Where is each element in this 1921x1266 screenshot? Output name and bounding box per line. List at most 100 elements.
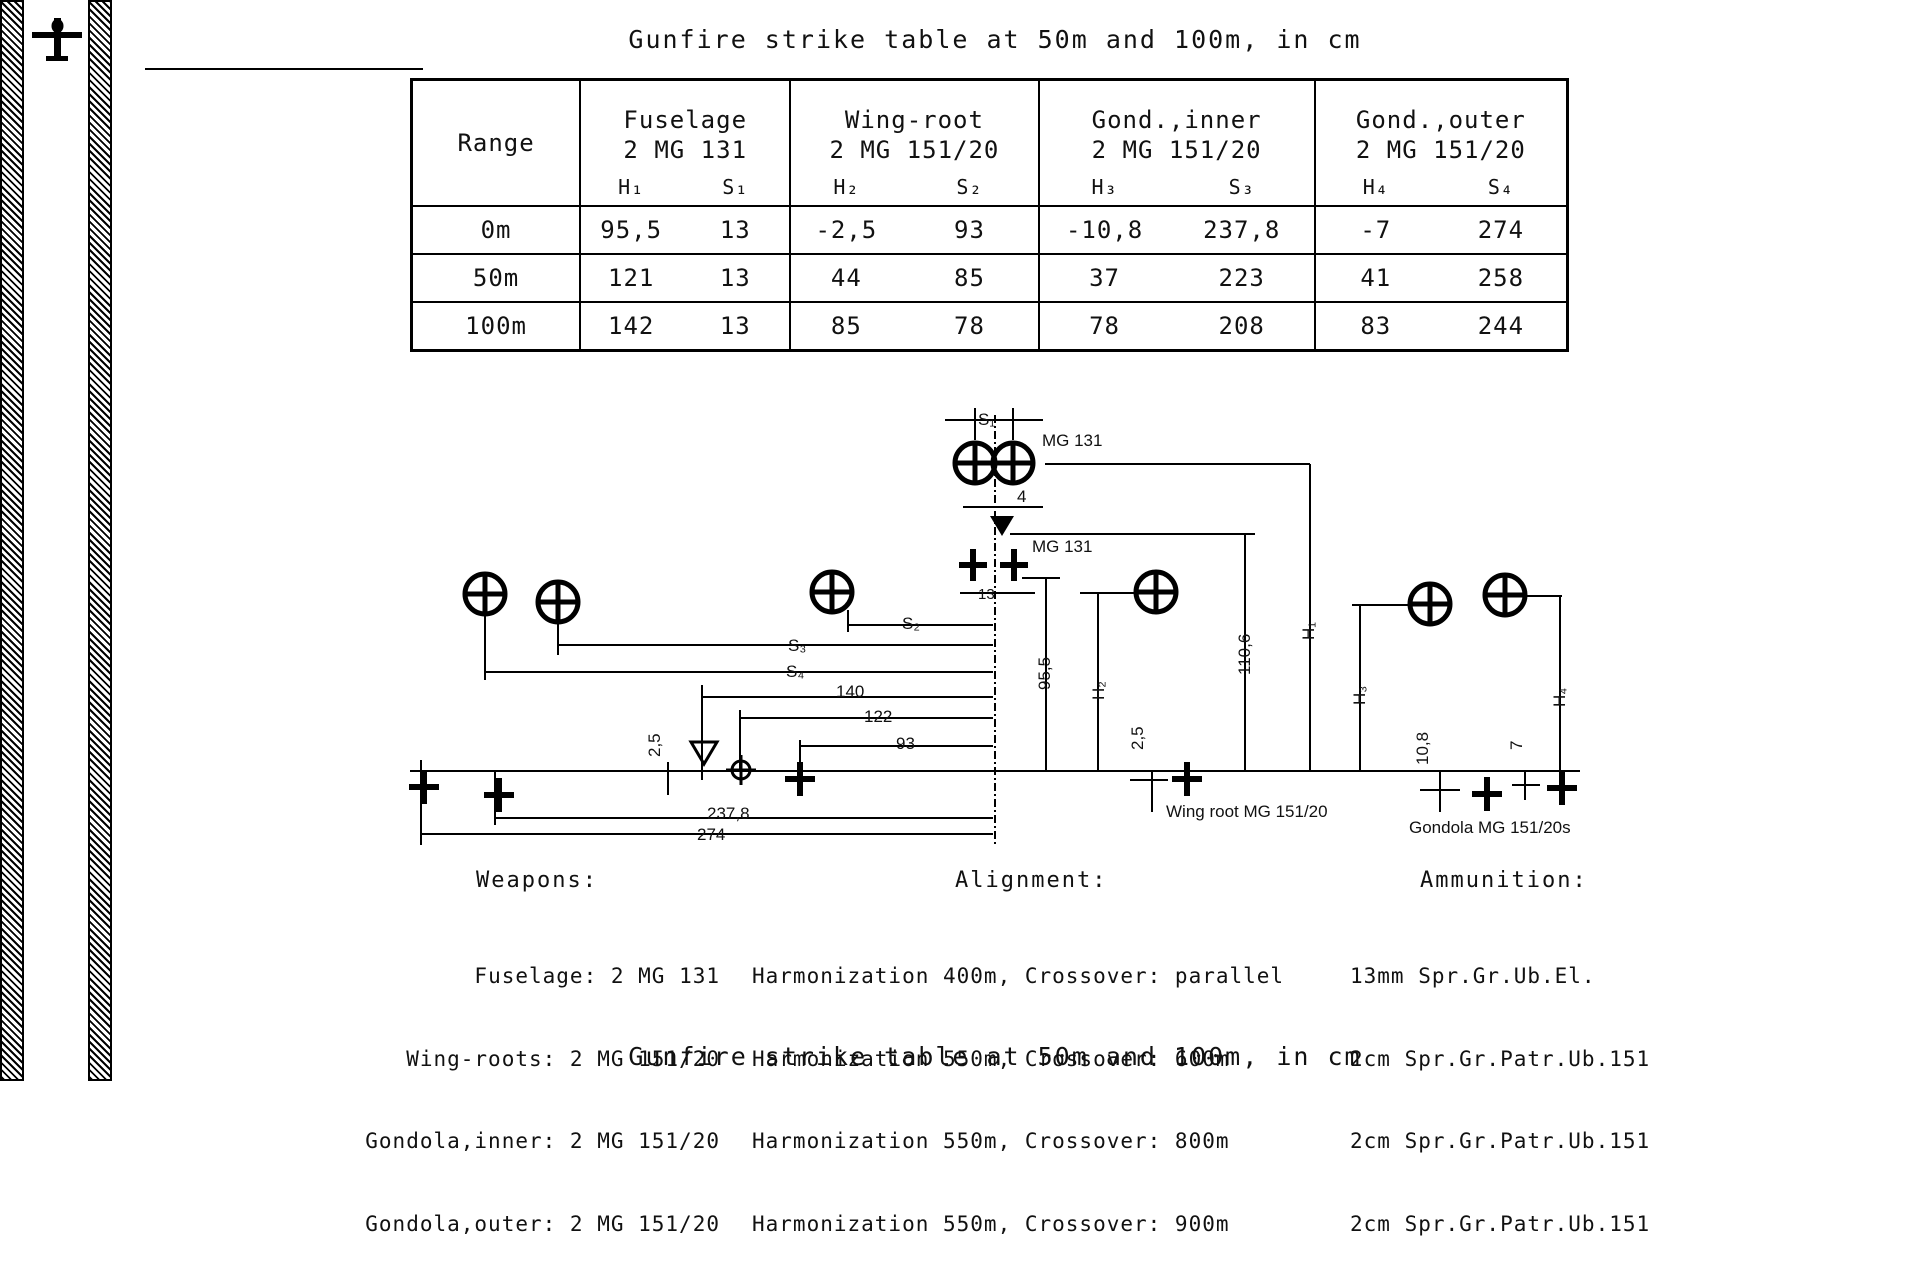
header-rule — [145, 68, 423, 70]
weapons-list: Fuselage: 2 MG 131 Wing-roots: 2 MG 151/… — [330, 908, 720, 1266]
range-header: Range — [410, 78, 582, 207]
list-item: Harmonization 550m, Crossover: 600m — [752, 1046, 1230, 1071]
group-name: Wing-root — [844, 106, 984, 134]
range-cell: 100m — [410, 301, 582, 352]
ammunition-heading: Ammunition: — [1420, 868, 1588, 893]
label-dim-13: 13 — [978, 586, 995, 603]
value-cell: 258 — [1435, 253, 1569, 303]
label-dim-110-6: 110,6 — [1235, 634, 1254, 675]
label-dim-237-8: 237,8 — [707, 804, 750, 823]
label-dim-2-5-right: 2,5 — [1128, 726, 1147, 750]
left-hatched-rail — [0, 0, 24, 1081]
label-dim-7: 7 — [1507, 741, 1526, 750]
value-cell: 142 — [579, 301, 682, 352]
subheader-s3: S₃ — [1169, 169, 1316, 207]
table-row: 100m 142 13 85 78 78 208 83 244 — [410, 301, 1569, 352]
table-row: 50m 121 13 44 85 37 223 41 258 — [410, 253, 1569, 303]
label-wing-root: Wing root MG 151/20 — [1166, 802, 1328, 821]
group-name: Fuselage — [623, 106, 748, 134]
value-cell: 13 — [681, 205, 792, 255]
label-s3: S₃ — [788, 636, 806, 655]
footer-title: Gunfire strike table at 50m and 100m, in… — [628, 1042, 1362, 1071]
list-item: Harmonization 550m, Crossover: 900m — [752, 1211, 1230, 1236]
label-dim-140: 140 — [836, 682, 864, 701]
group-weapon: 2 MG 151/20 — [1091, 136, 1262, 164]
range-cell: 0m — [410, 205, 582, 255]
group-name: Gond.,inner — [1091, 106, 1262, 134]
right-hatched-rail — [88, 0, 112, 1081]
subheader-h2: H₂ — [789, 169, 902, 207]
label-mg131-top: MG 131 — [1042, 431, 1102, 450]
value-cell: 78 — [1037, 301, 1170, 352]
list-item: Gondola,outer: 2 MG 151/20 — [365, 1211, 720, 1236]
list-item: Fuselage: 2 MG 131 — [474, 964, 720, 988]
value-cell: 95,5 — [579, 205, 682, 255]
alignment-list: Harmonization 400m, Crossover: parallel … — [752, 908, 1284, 1266]
list-item: 13mm Spr.Gr.Ub.El. — [1350, 964, 1596, 988]
group-fuselage-header: Fuselage 2 MG 131 — [579, 78, 792, 169]
list-item: 2cm Spr.Gr.Patr.Ub.151 — [1350, 1046, 1651, 1071]
subheader-h4: H₄ — [1313, 169, 1436, 207]
list-item: Wing-roots: 2 MG 151/20 — [406, 1046, 720, 1071]
aim-markers — [688, 516, 1014, 785]
value-cell: 274 — [1435, 205, 1569, 255]
table-row: 0m 95,5 13 -2,5 93 -10,8 237,8 -7 274 — [410, 205, 1569, 255]
value-cell: 37 — [1037, 253, 1170, 303]
list-item: Harmonization 400m, Crossover: parallel — [752, 964, 1285, 988]
group-name: Gond.,outer — [1355, 106, 1526, 134]
range-cell: 50m — [410, 253, 582, 303]
value-cell: 223 — [1169, 253, 1316, 303]
aircraft-silhouette-icon — [32, 18, 82, 61]
label-h3: H₃ — [1350, 686, 1369, 705]
value-cell: -2,5 — [789, 205, 902, 255]
group-wing-root-header: Wing-root 2 MG 151/20 — [789, 78, 1040, 169]
label-s1: S₁ — [978, 410, 995, 429]
ammunition-list: 13mm Spr.Gr.Ub.El. 2cm Spr.Gr.Patr.Ub.15… — [1350, 908, 1650, 1266]
label-mg131-mid: MG 131 — [1032, 537, 1092, 556]
label-dim-95-5: 95,5 — [1035, 657, 1054, 690]
strike-table: Range Fuselage 2 MG 131 Wing-root 2 MG 1… — [410, 78, 1569, 352]
value-cell: 121 — [579, 253, 682, 303]
label-dim-93: 93 — [896, 734, 915, 753]
impact-circles — [462, 440, 1528, 627]
list-item: 2cm Spr.Gr.Patr.Ub.151 — [1350, 1129, 1651, 1153]
list-item: Harmonization 550m, Crossover: 800m — [752, 1129, 1230, 1153]
value-cell: 237,8 — [1169, 205, 1316, 255]
value-cell: 208 — [1169, 301, 1316, 352]
subheader-h1: H₁ — [579, 169, 682, 207]
value-cell: 13 — [681, 301, 792, 352]
label-dim-274: 274 — [697, 825, 725, 844]
value-cell: 85 — [901, 253, 1040, 303]
label-h1: H₁ — [1299, 622, 1318, 640]
label-s2: S₂ — [902, 614, 920, 633]
table-title: Gunfire strike table at 50m and 100m, in… — [628, 25, 1362, 54]
dimension-lines — [410, 408, 1580, 845]
subheader-h3: H₃ — [1037, 169, 1170, 207]
value-cell: 244 — [1435, 301, 1569, 352]
group-weapon: 2 MG 131 — [623, 136, 748, 164]
label-h4: H₄ — [1550, 688, 1569, 707]
subheader-s1: S₁ — [681, 169, 792, 207]
label-dim-10-8: 10,8 — [1413, 732, 1432, 765]
value-cell: 85 — [789, 301, 902, 352]
value-cell: 13 — [681, 253, 792, 303]
group-gond-inner-header: Gond.,inner 2 MG 151/20 — [1037, 78, 1316, 169]
value-cell: -7 — [1313, 205, 1436, 255]
label-dim-4: 4 — [1017, 487, 1026, 506]
label-s4: S₄ — [786, 662, 804, 681]
label-dim-2-5-left: 2,5 — [645, 733, 664, 757]
value-cell: 78 — [901, 301, 1040, 352]
impact-crosses — [409, 549, 1577, 812]
label-dim-122: 122 — [864, 707, 892, 726]
strike-diagram: S₁ MG 131 4 MG 131 13 S₂ S₃ S₄ 140 122 9… — [409, 408, 1580, 845]
value-cell: 93 — [901, 205, 1040, 255]
value-cell: 41 — [1313, 253, 1436, 303]
value-cell: 44 — [789, 253, 902, 303]
group-weapon: 2 MG 151/20 — [829, 136, 1000, 164]
weapons-heading: Weapons: — [476, 868, 598, 893]
list-item: 2cm Spr.Gr.Patr.Ub.151 — [1350, 1211, 1651, 1236]
group-weapon: 2 MG 151/20 — [1355, 136, 1526, 164]
subheader-s2: S₂ — [901, 169, 1040, 207]
value-cell: -10,8 — [1037, 205, 1170, 255]
label-gondola: Gondola MG 151/20s — [1409, 818, 1571, 837]
